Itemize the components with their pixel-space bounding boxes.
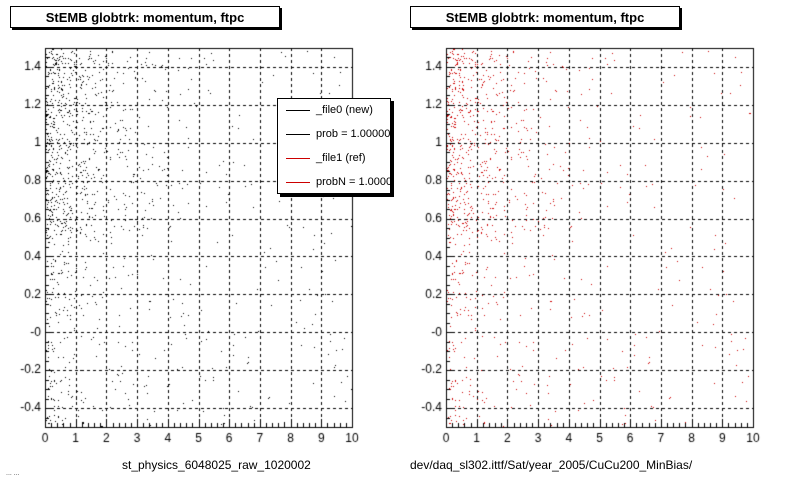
legend-label: probN = 1.000000 xyxy=(316,176,391,188)
legend-line-icon xyxy=(286,133,310,135)
legend-entry-prob: prob = 1.000000 xyxy=(278,123,391,145)
legend-entry-file0: _file0 (new) xyxy=(278,99,390,121)
left-x-axis-label: st_physics_6048025_raw_1020002 xyxy=(122,458,311,472)
legend-entry-file1: _file1 (ref) xyxy=(278,147,390,169)
legend-line-icon xyxy=(286,157,310,159)
legend-entry-probn: probN = 1.000000 xyxy=(278,171,391,193)
legend-label: _file1 (ref) xyxy=(316,152,366,164)
legend-line-icon xyxy=(286,109,310,111)
legend: _file0 (new) prob = 1.000000 _file1 (ref… xyxy=(277,98,391,194)
legend-label: _file0 (new) xyxy=(316,104,373,116)
right-x-axis-label: dev/daq_sl302.ittf/Sat/year_2005/CuCu200… xyxy=(410,458,693,472)
legend-line-icon xyxy=(286,181,310,183)
footer-timestamp: ... ... xyxy=(6,470,20,477)
legend-label: prob = 1.000000 xyxy=(316,128,391,140)
left-plot-title: StEMB globtrk: momentum, ftpc xyxy=(10,6,280,28)
right-plot-title: StEMB globtrk: momentum, ftpc xyxy=(410,6,680,28)
